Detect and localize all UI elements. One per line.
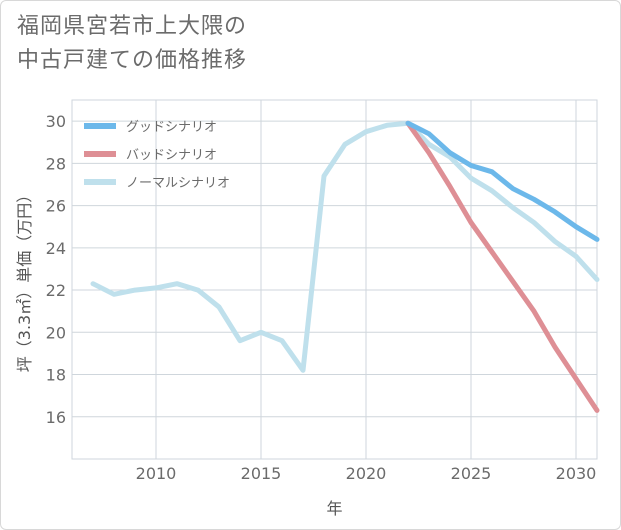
series-line-bad bbox=[405, 120, 600, 413]
y-tick-label: 22 bbox=[46, 281, 66, 300]
y-tick-label: 28 bbox=[46, 154, 66, 173]
series-line-good bbox=[405, 120, 600, 242]
x-tick-label: 2010 bbox=[136, 464, 177, 483]
x-tick-label: 2030 bbox=[556, 464, 597, 483]
legend-label: グッドシナリオ bbox=[126, 120, 217, 135]
y-tick-label: 18 bbox=[46, 366, 66, 385]
x-axis-title: 年 bbox=[326, 499, 342, 518]
y-tick-label: 30 bbox=[46, 112, 66, 131]
legend-item-normal: ノーマルシナリオ bbox=[84, 176, 230, 191]
x-tick-label: 2020 bbox=[346, 464, 387, 483]
y-tick-label: 24 bbox=[46, 239, 66, 258]
series-line-normal bbox=[90, 120, 600, 373]
y-tick-label: 20 bbox=[46, 323, 66, 342]
series-lines bbox=[90, 120, 600, 413]
legend-label: ノーマルシナリオ bbox=[126, 176, 230, 191]
chart-title-line-2: 中古戸建ての価格推移 bbox=[17, 48, 248, 73]
chart-title: 福岡県宮若市上大隈の 中古戸建ての価格推移 bbox=[17, 10, 247, 78]
y-tick-label: 16 bbox=[46, 408, 66, 427]
legend-item-bad: バッドシナリオ bbox=[84, 148, 217, 163]
tick-labels: 16 18 20 22 24 26 28 30 2010 2015 2020 2025 2030 bbox=[46, 112, 597, 483]
chart-title-line-1: 福岡県宮若市上大隈の bbox=[17, 14, 248, 39]
legend-label: バッドシナリオ bbox=[126, 148, 217, 163]
legend-item-good: グッドシナリオ bbox=[84, 120, 217, 135]
y-tick-label: 26 bbox=[46, 197, 66, 216]
x-tick-label: 2025 bbox=[451, 464, 492, 483]
x-tick-label: 2015 bbox=[241, 464, 282, 483]
y-axis-title: 坪（3.3㎡）単価（万円） bbox=[15, 187, 34, 372]
